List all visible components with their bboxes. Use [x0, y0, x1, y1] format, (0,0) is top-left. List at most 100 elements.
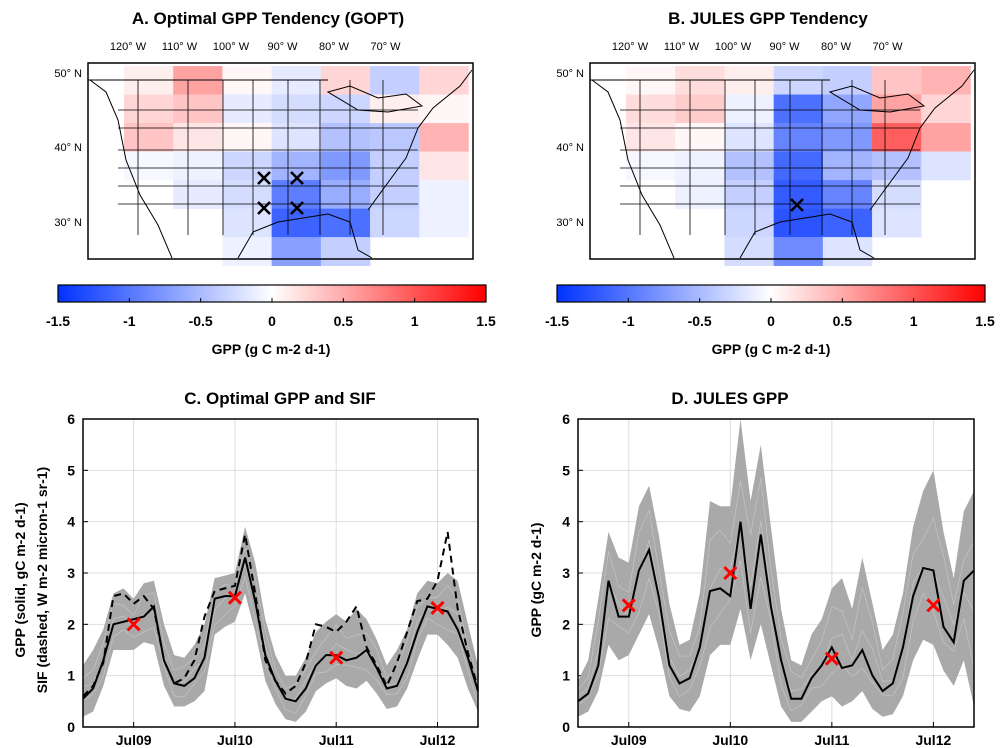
grid-cell	[675, 180, 725, 209]
lat-label: 30° N	[556, 217, 584, 229]
chart-panel-c: C. Optimal GPP and SIF GPP (solid, gC m-…	[12, 389, 479, 748]
gulf-coast-line	[237, 213, 373, 259]
chart-panel-d: D. JULES GPP GPP (gC m-2 d-1) 0 1 2 3 4 5 6 Jul…	[528, 389, 975, 748]
grid-cell	[822, 237, 873, 266]
x-marker	[290, 171, 304, 185]
chart-c-ylabel2: SIF (dashed, W m-2 micron-1 sr-1)	[34, 467, 50, 693]
grid-cell	[675, 123, 725, 152]
grid-cell	[822, 123, 873, 152]
map-b-boundaries	[590, 69, 975, 259]
grid-cell	[271, 180, 322, 209]
lon-label: 70° W	[872, 41, 903, 53]
chart-d-title: D. JULES GPP	[671, 389, 788, 408]
grid-cell	[872, 66, 922, 95]
y-tick-label: 4	[562, 514, 570, 530]
grid-cell	[626, 123, 676, 152]
y-tick-label: 0	[562, 719, 570, 735]
uncertainty-band	[578, 419, 974, 722]
y-tick-label: 5	[562, 462, 570, 478]
grid-cell	[222, 123, 272, 152]
map-panel-b: B. JULES GPP Tendency 120° W 110° W 100° W…	[545, 9, 995, 357]
lon-label: 100° W	[213, 41, 250, 53]
colorbar-tick-label: 0	[268, 313, 276, 329]
grid-cell	[320, 94, 371, 124]
grid-cell	[872, 180, 922, 209]
grid-cell	[320, 180, 371, 209]
grid-cell	[370, 94, 420, 124]
grid-cell	[724, 180, 774, 209]
grid-cell	[271, 94, 322, 124]
red-x-marker	[227, 590, 242, 605]
grid-cell	[124, 151, 174, 181]
grid-cell	[872, 208, 922, 238]
lon-label: 120° W	[110, 41, 147, 53]
grid-cell	[222, 180, 272, 209]
map-b-title: B. JULES GPP Tendency	[668, 9, 868, 28]
grid-cell	[320, 237, 371, 266]
grid-cell	[222, 151, 272, 181]
grid-cell	[675, 94, 725, 124]
grid-cell	[419, 123, 469, 152]
x-marker	[257, 201, 271, 215]
red-x-marker	[723, 565, 738, 581]
lon-label: 70° W	[370, 41, 401, 53]
grid-cell	[320, 66, 371, 95]
ensemble-member-line	[82, 575, 479, 714]
chart-c-title: C. Optimal GPP and SIF	[184, 389, 375, 408]
grid-cell	[320, 151, 371, 181]
ensemble-member-line	[577, 477, 975, 690]
grid-cell	[921, 66, 971, 95]
y-tick-label: 3	[562, 565, 570, 581]
map-b-lat-labels: 50° N 40° N 30° N	[556, 68, 584, 229]
grid-cell	[370, 123, 420, 152]
grid-cell	[822, 151, 873, 181]
gulf-coast-line	[739, 213, 875, 259]
lat-label: 30° N	[54, 217, 82, 229]
grid-cell	[124, 123, 174, 152]
grid-cell	[370, 180, 420, 209]
grid-cell	[872, 123, 922, 152]
y-tick-label: 0	[67, 719, 75, 735]
lat-label: 40° N	[556, 142, 584, 154]
grid-cell	[724, 208, 774, 238]
x-marker	[257, 171, 271, 185]
grid-cell	[822, 66, 873, 95]
map-a-markers	[257, 171, 304, 215]
grid-cell	[872, 94, 922, 124]
y-tick-label: 5	[67, 462, 75, 478]
plot-frame	[82, 418, 479, 728]
colorbar-tick-label: 1	[910, 313, 918, 329]
grid-cell	[320, 208, 371, 238]
grid-cell	[822, 180, 873, 209]
grid-cell	[822, 208, 873, 238]
grid-cell	[675, 151, 725, 181]
grid-cell	[320, 123, 371, 152]
grid-cell	[773, 237, 824, 266]
colorbar-b: -1.5 -1 -0.5 0 0.5 1 1.5	[545, 284, 995, 329]
grid-cell	[626, 94, 676, 124]
grid-cell	[370, 151, 420, 181]
lon-label: 90° W	[267, 41, 298, 53]
grid-cell	[124, 94, 174, 124]
y-tick-label: 6	[562, 411, 570, 427]
map-b-markers	[790, 198, 804, 212]
grid-cell	[370, 66, 420, 95]
map-b-lon-labels: 120° W 110° W 100° W 90° W 80° W 70° W	[612, 41, 903, 53]
lon-label: 100° W	[715, 41, 752, 53]
y-tick-label: 3	[67, 565, 75, 581]
colorbar-tick-label: 1.5	[476, 313, 496, 329]
y-tick-label: 1	[562, 668, 570, 684]
lon-label: 80° W	[821, 41, 852, 53]
map-a-title: A. Optimal GPP Tendency (GOPT)	[132, 9, 404, 28]
y-tick-label: 6	[67, 411, 75, 427]
red-x-marker	[926, 598, 941, 613]
west-coast-line	[591, 79, 675, 259]
x-tick-label: Jul11	[319, 732, 354, 748]
grid-cell	[271, 123, 322, 152]
lon-label: 120° W	[612, 41, 649, 53]
lat-label: 40° N	[54, 142, 82, 154]
map-a-lon-labels: 120° W 110° W 100° W 90° W 80° W 70° W	[110, 41, 401, 53]
grid-cell	[921, 151, 971, 181]
grid-cell	[773, 151, 824, 181]
x-marker	[290, 201, 304, 215]
